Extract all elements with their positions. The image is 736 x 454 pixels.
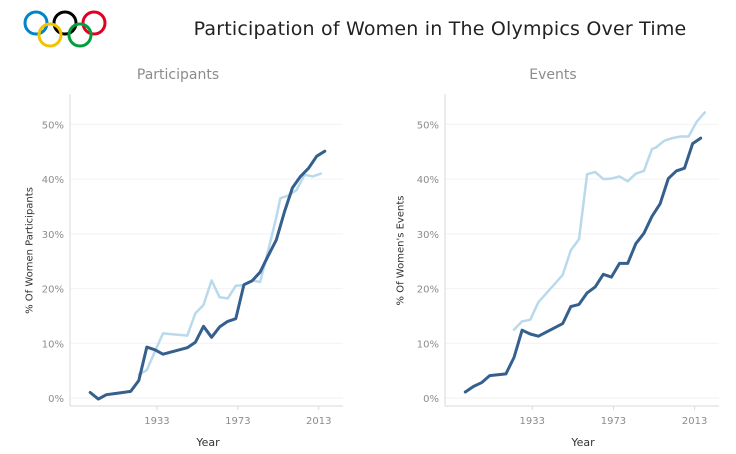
x-tick-label-participants: 1933 xyxy=(144,416,169,427)
x-tick-label-participants: 2013 xyxy=(306,416,331,427)
x-tick-label-events: 1933 xyxy=(520,416,545,427)
y-tick-label-participants: 50% xyxy=(42,120,64,131)
x-tick-label-events: 2013 xyxy=(682,416,707,427)
ring-black xyxy=(52,10,78,36)
panel-title-events: Events xyxy=(529,67,577,83)
y-tick-label-participants: 40% xyxy=(42,175,64,186)
series-line-participants-dark[interactable] xyxy=(88,149,327,401)
series-line-events-dark[interactable] xyxy=(463,136,703,394)
x-tick-label-participants: 1973 xyxy=(225,416,250,427)
ring-green xyxy=(67,22,93,48)
dashboard-title: Participation of Women in The Olympics O… xyxy=(193,18,687,40)
y-tick-label-participants: 20% xyxy=(42,285,64,296)
x-axis-label-participants: Year xyxy=(196,436,220,449)
series-line-events-light[interactable] xyxy=(512,111,707,331)
x-tick-label-events: 1973 xyxy=(601,416,626,427)
y-tick-label-events: 10% xyxy=(417,339,439,350)
panel-title-participants: Participants xyxy=(136,67,220,83)
y-tick-label-participants: 0% xyxy=(48,394,64,405)
y-tick-label-events: 20% xyxy=(417,285,439,296)
y-tick-label-events: 0% xyxy=(423,394,439,405)
y-tick-label-events: 30% xyxy=(417,230,439,241)
olympic-rings-icon xyxy=(23,10,107,48)
ring-yellow xyxy=(37,22,63,48)
x-axis-label-events: Year xyxy=(571,436,595,449)
y-tick-label-events: 50% xyxy=(417,120,439,131)
y-tick-label-events: 40% xyxy=(417,175,439,186)
y-tick-label-participants: 30% xyxy=(42,230,64,241)
y-tick-label-participants: 10% xyxy=(42,339,64,350)
series-line-participants-light[interactable] xyxy=(137,172,323,376)
